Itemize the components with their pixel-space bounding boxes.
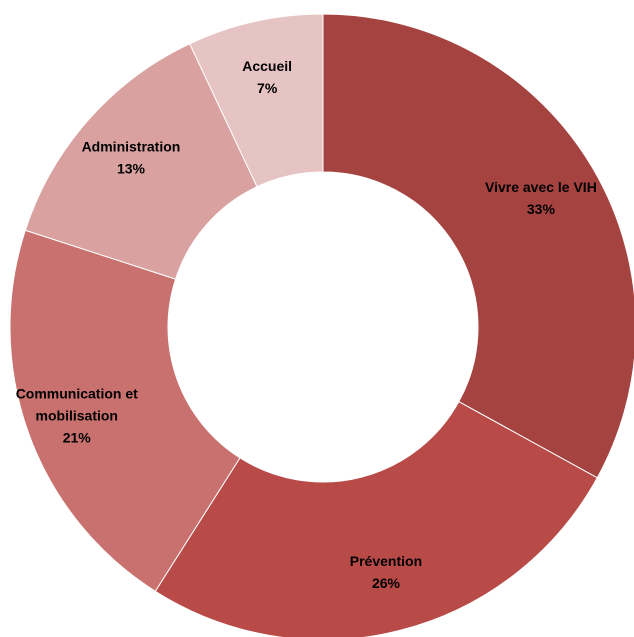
label-communication-et-mobilisation: Communication et mobilisation 21% — [16, 386, 138, 446]
slice-prevention — [154, 400, 598, 637]
category-label: mobilisation — [36, 408, 118, 424]
label-administration: Administration 13% — [82, 139, 181, 177]
category-label: Vivre avec le VIH — [485, 179, 597, 195]
category-label: Administration — [82, 139, 181, 155]
label-prevention: Prévention 26% — [350, 553, 422, 591]
percent-label: 33% — [527, 201, 556, 217]
label-accueil: Accueil 7% — [242, 58, 292, 96]
labels-group: Vivre avec le VIH 33% Prévention 26% Communi… — [16, 58, 597, 591]
category-label: Communication et — [16, 386, 138, 402]
slices-group — [9, 13, 634, 637]
category-label: Accueil — [242, 58, 292, 74]
percent-label: 7% — [257, 80, 278, 96]
percent-label: 21% — [63, 430, 92, 446]
percent-label: 13% — [117, 161, 146, 177]
slice-administration — [24, 43, 258, 280]
category-label: Prévention — [350, 553, 422, 569]
percent-label: 26% — [372, 575, 401, 591]
slice-communication-et-mobilisation — [9, 229, 241, 592]
slice-vivre-avec-le-vih — [322, 13, 634, 479]
label-vivre-avec-le-vih: Vivre avec le VIH 33% — [485, 179, 597, 217]
slice-accueil — [189, 13, 324, 188]
